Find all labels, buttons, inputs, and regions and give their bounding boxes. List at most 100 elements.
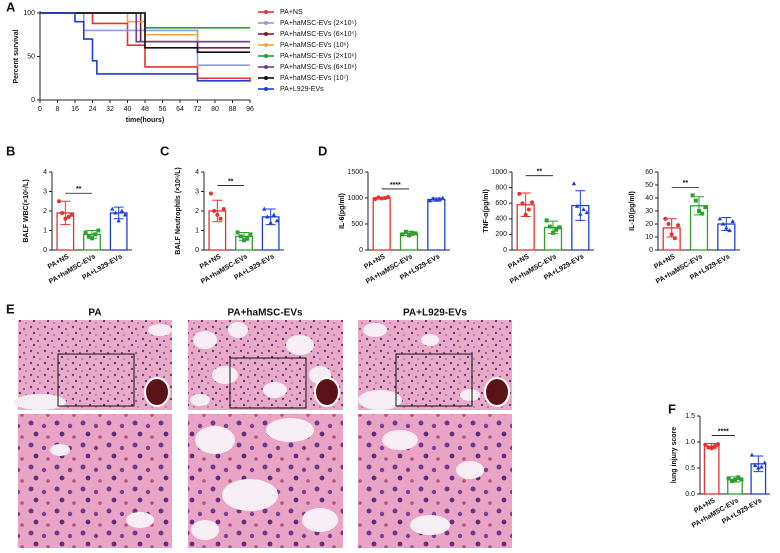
- data-point: [727, 228, 732, 233]
- x-tick-label: PA+haMSC-EVs: [200, 253, 249, 285]
- data-point: [410, 230, 415, 235]
- data-point: [434, 197, 439, 202]
- y-tick-label: 2: [195, 208, 199, 215]
- legend-marker: [264, 43, 268, 47]
- x-tick-label: PA+haMSC-EVs: [509, 253, 558, 285]
- y-tick-label: 0: [359, 247, 363, 254]
- data-point: [430, 196, 436, 201]
- data-point: [440, 195, 445, 200]
- data-point: [712, 444, 717, 449]
- data-point: [762, 460, 767, 465]
- legend-label: PA+NS: [280, 9, 303, 16]
- survival-line: [40, 12, 250, 82]
- data-point: [693, 198, 698, 203]
- x-tick-label: 16: [71, 106, 79, 113]
- data-point: [86, 234, 91, 239]
- x-tick-label: 0: [38, 106, 42, 113]
- data-point: [703, 442, 708, 447]
- panel-label: A: [6, 0, 16, 14]
- data-point: [400, 232, 405, 237]
- x-tick-label: 64: [176, 106, 184, 113]
- image-title: PA: [88, 308, 101, 319]
- y-tick-label: 0: [195, 247, 199, 254]
- data-point: [262, 206, 267, 211]
- data-point: [437, 196, 442, 201]
- data-point: [268, 220, 273, 225]
- zoom-box: [57, 353, 473, 409]
- legend-label: PA+haMSC-EVs (2×10⁵): [280, 20, 357, 27]
- data-point: [110, 206, 115, 211]
- y-axis-label: IL-6(pg/ml): [339, 193, 346, 229]
- y-tick-label: 50: [645, 182, 653, 189]
- data-point: [60, 210, 65, 215]
- x-axis-label: time(hours): [126, 117, 165, 124]
- y-tick-label: 0: [503, 247, 507, 254]
- x-tick-label: PA+haMSC-EVs: [655, 253, 704, 285]
- y-axis-label: BALF Neutrophils (×10⁶/L): [175, 167, 182, 254]
- data-point: [666, 222, 671, 226]
- data-point: [720, 221, 726, 226]
- x-tick-label: 96: [246, 106, 254, 113]
- data-point: [730, 219, 735, 223]
- data-point: [271, 212, 277, 217]
- significance-label: ****: [390, 182, 401, 189]
- x-tick-label: 24: [89, 106, 97, 113]
- x-tick-label: 40: [124, 106, 132, 113]
- legend-marker: [264, 32, 268, 36]
- data-point: [557, 225, 562, 230]
- data-point: [749, 452, 755, 457]
- survival-line: [40, 12, 250, 53]
- x-tick-label: 88: [229, 106, 237, 113]
- legend-marker: [264, 10, 268, 14]
- bar: [703, 445, 720, 495]
- y-tick-label: 400: [495, 216, 507, 223]
- panel-label: C: [160, 143, 170, 158]
- data-point: [690, 193, 695, 198]
- data-point: [551, 230, 555, 235]
- y-axis-label: TNF-α(pg/ml): [483, 189, 490, 233]
- data-point: [752, 463, 758, 467]
- data-point: [218, 216, 223, 221]
- y-tick-label: 4: [43, 169, 47, 176]
- panel-label: F: [668, 401, 676, 416]
- data-point: [520, 201, 525, 206]
- data-point: [242, 238, 246, 243]
- alveoli: [14, 322, 480, 410]
- y-axis-label: IL-10(pg/ml): [629, 191, 636, 231]
- data-point: [90, 236, 94, 241]
- data-point: [709, 446, 714, 451]
- y-tick-label: 200: [495, 231, 507, 238]
- data-point: [716, 442, 721, 447]
- data-point: [717, 216, 723, 221]
- data-point: [63, 216, 68, 221]
- y-tick-label: 0: [649, 247, 653, 254]
- y-tick-label: 20: [645, 221, 653, 228]
- x-tick-label: 32: [106, 106, 114, 113]
- panel-label: E: [6, 301, 15, 316]
- y-tick-label: 1.0: [685, 439, 695, 446]
- y-tick-label: 1000: [491, 169, 507, 176]
- alveoli: [50, 418, 484, 540]
- legend-label: PA+haMSC-EVs (6×10⁶): [280, 64, 357, 71]
- panel-label: B: [6, 143, 15, 158]
- data-point: [427, 198, 433, 203]
- data-point: [212, 209, 217, 213]
- legend-marker: [264, 87, 268, 91]
- y-tick-label: 1000: [347, 195, 363, 202]
- data-point: [759, 464, 764, 469]
- y-tick-label: 1500: [347, 169, 363, 176]
- data-point: [83, 230, 88, 235]
- data-point: [248, 232, 253, 237]
- data-point: [113, 210, 118, 215]
- data-point: [119, 208, 125, 213]
- bar: [427, 198, 446, 251]
- image-title: PA+L929-EVs: [403, 308, 467, 319]
- data-point: [669, 232, 674, 237]
- data-point: [523, 212, 528, 217]
- data-point: [726, 476, 731, 481]
- data-point: [584, 210, 589, 215]
- y-tick-label: 0: [31, 97, 35, 104]
- y-tick-label: 100: [23, 10, 35, 17]
- y-tick-label: 1: [195, 227, 199, 234]
